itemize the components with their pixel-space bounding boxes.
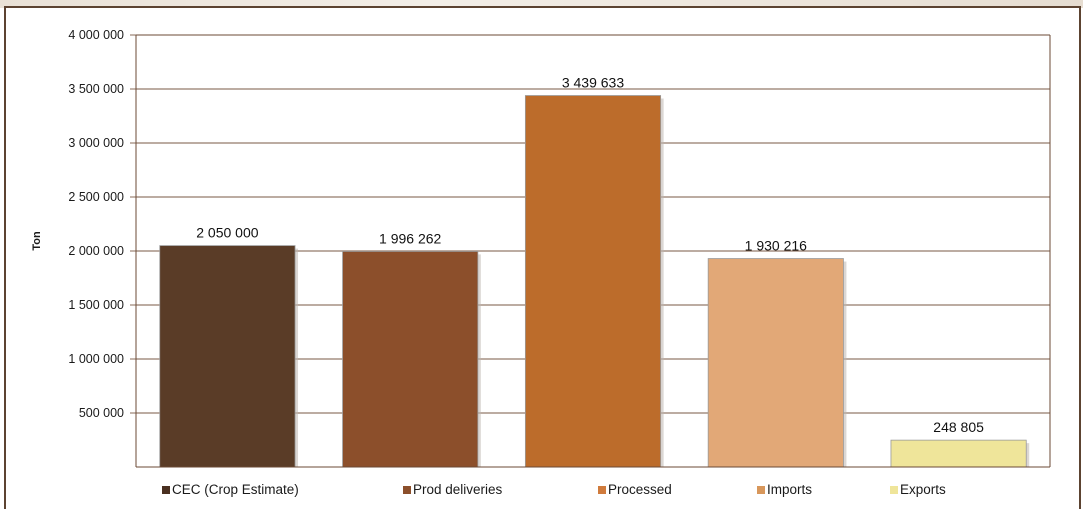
legend-item: Prod deliveries [403, 482, 503, 497]
bar-group [524, 95, 664, 468]
y-tick-label: 1 000 000 [68, 352, 124, 366]
axes [135, 34, 1051, 468]
y-tick-label: 500 000 [79, 406, 124, 420]
bar-group [707, 258, 847, 468]
y-tick-label: 2 000 000 [68, 244, 124, 258]
legend-item: Imports [757, 482, 812, 497]
legend-label: CEC (Crop Estimate) [172, 482, 299, 497]
value-labels: 2 050 000 1 996 262 3 439 633 1 930 216 248 … [196, 75, 984, 436]
bar-group [342, 251, 481, 468]
bar [342, 251, 479, 468]
y-tick-label: 4 000 000 [68, 28, 124, 42]
legend-label: Imports [767, 482, 812, 497]
bar-group [890, 439, 1030, 468]
y-tick-label: 2 500 000 [68, 190, 124, 204]
legend-swatch [890, 486, 898, 494]
legend-item: CEC (Crop Estimate) [162, 482, 299, 497]
y-tick-label: 3 500 000 [68, 82, 124, 96]
top-strip [0, 0, 1083, 8]
bar [524, 95, 662, 468]
legend-swatch [598, 486, 606, 494]
legend-swatch [403, 486, 411, 494]
data-label: 3 439 633 [562, 75, 624, 91]
legend-label: Prod deliveries [413, 482, 503, 497]
bar [707, 258, 844, 468]
bar [890, 439, 1027, 468]
bar-chart: 500 000 1 000 000 1 500 000 2 000 000 2 500 … [31, 28, 1051, 497]
data-label: 1 930 216 [745, 238, 807, 254]
bars [159, 95, 1030, 468]
y-tick-label: 1 500 000 [68, 298, 124, 312]
legend-item: Exports [890, 482, 946, 497]
y-tick-label: 3 000 000 [68, 136, 124, 150]
bar [159, 245, 296, 468]
legend-item: Processed [598, 482, 672, 497]
legend-label: Processed [608, 482, 672, 497]
legend-swatch [162, 486, 170, 494]
chart-frame: 500 000 1 000 000 1 500 000 2 000 000 2 500 … [4, 6, 1081, 509]
bar-group [159, 245, 299, 468]
data-label: 1 996 262 [379, 230, 441, 246]
y-axis-title: Ton [31, 231, 43, 251]
legend-swatch [757, 486, 765, 494]
legend-label: Exports [900, 482, 946, 497]
data-label: 2 050 000 [196, 225, 258, 241]
data-label: 248 805 [933, 419, 984, 435]
y-axis-ticks: 500 000 1 000 000 1 500 000 2 000 000 2 500 … [68, 28, 136, 420]
legend: CEC (Crop Estimate) Prod deliveries Proces… [162, 482, 946, 497]
